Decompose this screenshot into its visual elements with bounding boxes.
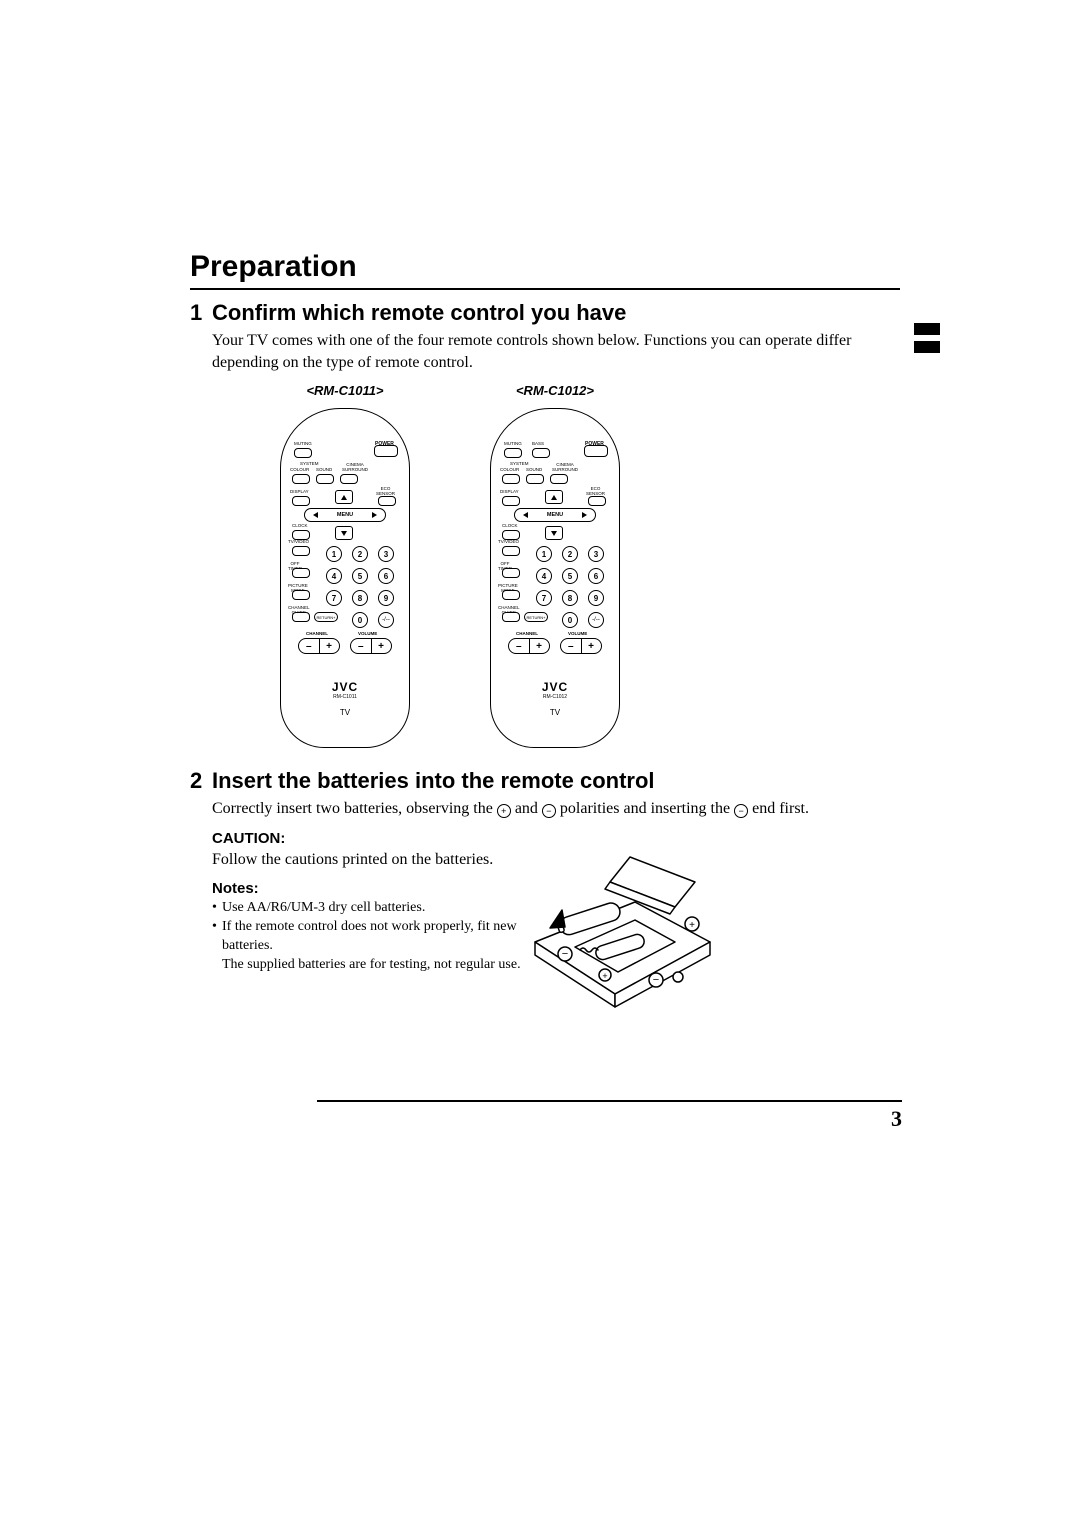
section2-body-p3: polarities and inserting the — [556, 800, 734, 817]
page-title: Preparation — [190, 250, 900, 290]
remote-diagram-1: MUTINGBASSPOWERSYSTEMCOLOURSOUNDCINEMASU… — [490, 408, 620, 748]
section2-body: Correctly insert two batteries, observin… — [212, 798, 900, 820]
svg-text:+: + — [602, 971, 607, 981]
remote-label-1: <RM-C1012> — [490, 383, 620, 398]
svg-text:−: − — [562, 948, 568, 960]
notes-item-0: Use AA/R6/UM-3 dry cell batteries. — [212, 899, 552, 918]
remote-diagram-0: MUTINGPOWERSYSTEMCOLOURSOUNDCINEMASURROU… — [280, 408, 410, 748]
manual-page: Preparation 1Confirm which remote contro… — [0, 0, 1080, 1528]
caution-label: CAUTION: — [212, 830, 900, 847]
notes-item-1: If the remote control does not work prop… — [212, 918, 552, 956]
section2-body-p1: Correctly insert two batteries, observin… — [212, 800, 497, 817]
minus-polarity-icon: − — [542, 804, 556, 818]
minus-polarity-icon-2: − — [734, 804, 748, 818]
notes-list: Use AA/R6/UM-3 dry cell batteries. If th… — [212, 899, 552, 956]
section1-heading: 1Confirm which remote control you have — [190, 300, 900, 326]
section1-heading-text: Confirm which remote control you have — [212, 300, 626, 325]
page-number: 3 — [317, 1100, 902, 1132]
section2-number: 2 — [190, 768, 212, 794]
plus-polarity-icon: + — [497, 804, 511, 818]
section1-number: 1 — [190, 300, 212, 326]
section1-body: Your TV comes with one of the four remot… — [212, 330, 900, 373]
section2-body-p2: and — [511, 800, 542, 817]
side-tab-marker — [914, 323, 940, 353]
remote-column-0: <RM-C1011> MUTINGPOWERSYSTEMCOLOURSOUNDC… — [280, 383, 410, 748]
remotes-row: <RM-C1011> MUTINGPOWERSYSTEMCOLOURSOUNDC… — [280, 383, 900, 748]
remote-label-0: <RM-C1011> — [280, 383, 410, 398]
notes-followup: The supplied batteries are for testing, … — [222, 956, 552, 975]
svg-text:−: − — [653, 974, 659, 986]
section2-heading-text: Insert the batteries into the remote con… — [212, 768, 655, 793]
section2-heading: 2Insert the batteries into the remote co… — [190, 768, 900, 794]
svg-text:+: + — [689, 920, 695, 931]
section2-body-p4: end first. — [748, 800, 809, 817]
battery-insertion-illustration: + − − + — [520, 852, 720, 1032]
remote-column-1: <RM-C1012> MUTINGBASSPOWERSYSTEMCOLOURSO… — [490, 383, 620, 748]
